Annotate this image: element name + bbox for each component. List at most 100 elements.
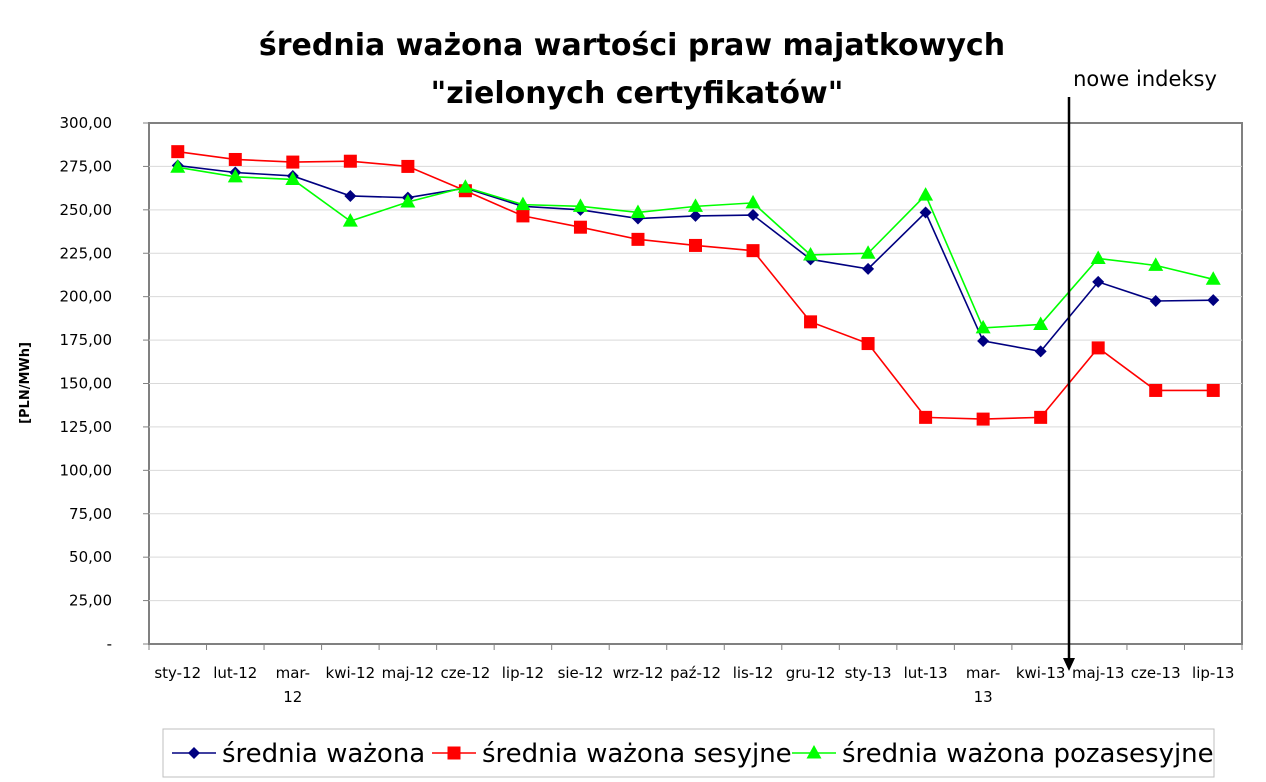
legend-label: średnia ważona	[222, 739, 425, 769]
x-tick-label: sty-12	[154, 664, 201, 682]
x-tick-label: gru-12	[786, 664, 836, 682]
legend-label: średnia ważona pozasesyjne	[842, 739, 1214, 769]
x-tick-label: lip-13	[1192, 664, 1234, 682]
y-tick-label: 200,00	[60, 288, 113, 306]
legend-item: średnia ważona	[172, 739, 425, 769]
y-tick-label: 125,00	[60, 418, 113, 436]
square-marker	[861, 337, 875, 351]
y-tick-label: 100,00	[60, 461, 113, 479]
triangle-marker	[745, 194, 761, 209]
x-tick-label: 12	[283, 688, 302, 706]
square-marker	[228, 152, 242, 166]
chart-title-line-2: "zielonych certyfikatów"	[431, 76, 844, 111]
triangle-marker	[688, 198, 703, 212]
square-marker	[689, 238, 702, 252]
x-axis-ticks: sty-12 lut-12 mar- 12 kwi-12 maj-12 cze-12 lip-…	[148, 644, 1243, 706]
triangle-marker	[803, 246, 819, 261]
triangle-marker	[1033, 316, 1049, 330]
x-tick-label: lut-13	[904, 664, 948, 682]
x-tick-label: maj-12	[382, 664, 434, 682]
x-tick-label: paź-12	[670, 664, 721, 682]
diamond-marker	[747, 209, 760, 222]
diamond-marker	[689, 209, 702, 222]
diamond-marker	[919, 206, 932, 219]
square-marker	[1149, 383, 1163, 397]
x-tick-label: sie-12	[558, 664, 604, 682]
square-marker	[516, 209, 530, 223]
y-tick-label: 175,00	[60, 331, 113, 349]
diamond-marker	[344, 189, 357, 202]
legend: średnia ważona średnia ważona sesyjne śred…	[162, 728, 1215, 778]
new-index-annotation: nowe indeksy	[1063, 67, 1217, 671]
y-tick-label: 300,00	[60, 114, 113, 132]
chart-title-line-1: średnia ważona wartości praw majatkowych	[259, 28, 1005, 63]
triangle-marker	[457, 179, 473, 193]
y-tick-label: -	[107, 635, 112, 653]
square-marker	[343, 154, 357, 168]
triangle-marker	[572, 198, 588, 212]
square-marker	[573, 220, 587, 234]
x-tick-label: kwi-13	[1016, 664, 1066, 682]
y-tick-label: 250,00	[60, 201, 113, 219]
triangle-marker	[400, 194, 416, 208]
x-tick-label: 13	[974, 688, 993, 706]
triangle-marker	[515, 196, 531, 211]
square-marker	[746, 244, 760, 258]
legend-box	[162, 728, 1215, 778]
legend-item: średnia ważona pozasesyjne	[792, 739, 1214, 769]
square-marker	[1206, 383, 1220, 397]
x-tick-label: lip-12	[502, 664, 544, 682]
x-tick-label: kwi-12	[326, 664, 376, 682]
y-tick-label: 50,00	[69, 548, 112, 566]
square-marker	[447, 746, 461, 760]
triangle-marker	[170, 159, 186, 173]
square-marker	[401, 159, 415, 173]
diamond-marker	[1092, 275, 1105, 288]
square-marker	[976, 412, 990, 426]
triangle-marker	[975, 319, 991, 334]
triangle-marker	[806, 745, 822, 759]
arrow-down-icon	[1063, 658, 1075, 671]
triangle-marker	[918, 187, 934, 201]
x-tick-label: mar-	[276, 664, 310, 682]
series-2	[171, 145, 1220, 426]
y-tick-label: 25,00	[69, 592, 112, 610]
y-tick-label: 275,00	[60, 157, 113, 175]
triangle-marker	[285, 171, 301, 185]
legend-item: średnia ważona sesyjne	[432, 739, 792, 769]
diamond-marker	[1034, 345, 1047, 358]
series-layer	[170, 145, 1221, 426]
triangle-marker	[1148, 257, 1164, 271]
legend-label: średnia ważona sesyjne	[482, 739, 792, 769]
x-tick-label: lut-12	[213, 664, 257, 682]
triangle-marker	[227, 168, 243, 183]
square-marker	[286, 155, 300, 169]
x-tick-label: sty-13	[845, 664, 892, 682]
triangle-marker	[630, 204, 646, 218]
y-tick-label: 225,00	[60, 244, 113, 262]
y-axis-ticks: - 25,00 50,00 75,00 100,00 125,00 150,00 175,00…	[60, 114, 149, 653]
square-marker	[631, 232, 645, 246]
x-tick-label: mar-	[966, 664, 1000, 682]
chart-title: średnia ważona wartości praw majatkowych…	[259, 28, 1005, 111]
square-marker	[171, 145, 185, 159]
diamond-marker	[862, 262, 875, 275]
x-tick-label: lis-12	[733, 664, 774, 682]
y-tick-label: 75,00	[69, 505, 112, 523]
y-axis-label: [PLN/MWh]	[18, 342, 33, 424]
triangle-marker	[860, 245, 876, 259]
annotation-text: nowe indeksy	[1073, 67, 1217, 91]
square-marker	[1034, 410, 1048, 424]
square-marker	[919, 410, 933, 424]
y-tick-label: 150,00	[60, 375, 113, 393]
x-tick-label: cze-12	[440, 664, 490, 682]
diamond-marker	[188, 747, 200, 759]
x-tick-label: wrz-12	[613, 664, 664, 682]
diamond-marker	[1149, 295, 1162, 308]
triangle-marker	[1090, 250, 1106, 264]
square-marker	[804, 315, 818, 329]
square-marker	[1091, 341, 1105, 355]
x-tick-label: maj-13	[1072, 664, 1124, 682]
series-3	[170, 159, 1221, 334]
